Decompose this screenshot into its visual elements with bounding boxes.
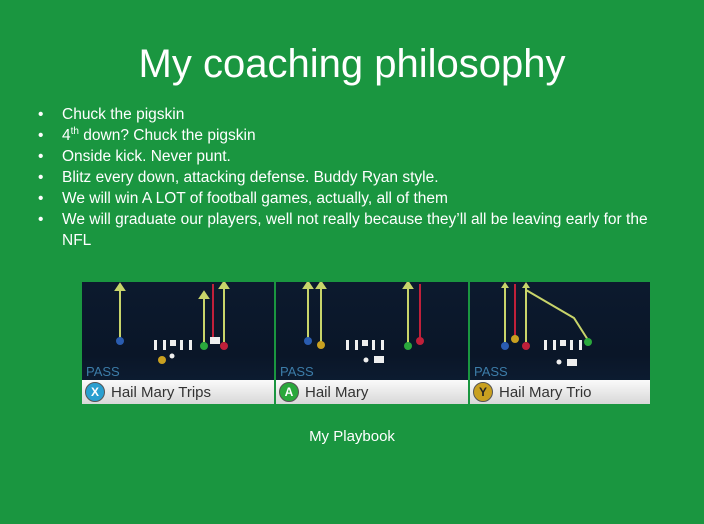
play-name-bar[interactable]: A Hail Mary bbox=[276, 380, 468, 404]
bullet-superscript: th bbox=[70, 125, 79, 137]
play-diagram bbox=[114, 282, 230, 364]
play-type: PASS bbox=[86, 364, 120, 379]
play-type: PASS bbox=[474, 364, 508, 379]
bullet-list: Chuck the pigskin 4th down? Chuck the pi… bbox=[38, 104, 678, 251]
bullet-item: Chuck the pigskin bbox=[38, 104, 678, 125]
play-card: PASS A Hail Mary bbox=[276, 282, 468, 404]
play-name-bar[interactable]: X Hail Mary Trips bbox=[82, 380, 274, 404]
play-type: PASS bbox=[280, 364, 314, 379]
bullet-item: We will win A LOT of football games, act… bbox=[38, 188, 678, 209]
a-button-icon: A bbox=[279, 382, 299, 402]
bullet-text: 4 bbox=[62, 127, 71, 144]
play-name-bar[interactable]: Y Hail Mary Trio bbox=[470, 380, 650, 404]
play-card: PASS X Hail Mary Trips bbox=[82, 282, 274, 404]
play-name: Hail Mary bbox=[305, 383, 369, 401]
bullet-text: down? Chuck the pigskin bbox=[78, 127, 256, 144]
bullet-item: Blitz every down, attacking defense. Bud… bbox=[38, 167, 678, 188]
y-button-icon: Y bbox=[473, 382, 493, 402]
play-diagram bbox=[302, 282, 424, 363]
bullet-item: Onside kick. Never punt. bbox=[38, 146, 678, 167]
bullet-item: 4th down? Chuck the pigskin bbox=[38, 125, 678, 146]
play-diagram bbox=[501, 282, 592, 366]
image-caption: My Playbook bbox=[309, 428, 395, 445]
play-name: Hail Mary Trips bbox=[111, 383, 212, 401]
x-button-icon: X bbox=[85, 382, 105, 402]
bullet-item: We will graduate our players, well not r… bbox=[38, 209, 678, 251]
play-name: Hail Mary Trio bbox=[499, 383, 592, 401]
playbook-image: PASS X Hail Mary Trips PASS A Hail Mary bbox=[80, 280, 652, 406]
play-card: PASS Y Hail Mary Trio bbox=[470, 282, 650, 404]
slide-title: My coaching philosophy bbox=[138, 42, 566, 86]
